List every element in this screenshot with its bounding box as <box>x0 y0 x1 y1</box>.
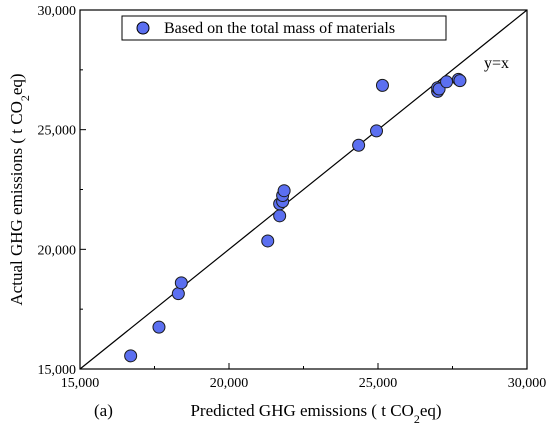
x-axis-title-end: eq) <box>420 401 442 420</box>
data-points <box>124 72 467 363</box>
data-point <box>171 287 185 301</box>
y-axis-title-main: Actual GHG emissions ( t CO <box>7 101 26 305</box>
data-point <box>440 75 454 89</box>
legend: Based on the total mass of materials <box>121 15 447 41</box>
y-tick-label: 30,000 <box>38 4 77 19</box>
x-axis-title: Predicted GHG emissions ( t CO2eq) <box>190 401 441 426</box>
y-tick-label: 20,000 <box>38 243 77 258</box>
legend-label: Based on the total mass of materials <box>164 20 395 37</box>
x-axis-title-subscript: 2 <box>414 412 420 426</box>
x-tick-label: 30,000 <box>508 376 547 391</box>
data-point <box>261 234 275 248</box>
panel-label: (a) <box>94 401 113 420</box>
y-tick-label: 15,000 <box>38 363 77 378</box>
data-point <box>124 349 138 363</box>
y-axis-ticks: 15,000 20,000 25,000 30,000 <box>38 4 86 378</box>
data-point <box>277 184 291 198</box>
x-axis-ticks: 15,000 20,000 25,000 30,000 <box>61 363 547 391</box>
legend-marker <box>136 21 150 35</box>
y-axis-title: Actual GHG emissions ( t CO2eq) <box>7 73 32 305</box>
y-axis-title-end: eq) <box>7 73 26 95</box>
data-point <box>453 74 467 88</box>
x-tick-label: 15,000 <box>61 376 100 391</box>
data-point <box>352 138 366 152</box>
legend-box <box>121 15 447 41</box>
x-axis-title-main: Predicted GHG emissions ( t CO <box>190 401 413 420</box>
data-point <box>174 276 188 290</box>
data-point <box>152 320 166 334</box>
data-point <box>375 78 389 92</box>
y-axis-title-subscript: 2 <box>18 95 32 101</box>
data-point <box>273 209 287 223</box>
reference-line-label: y=x <box>484 55 509 72</box>
reference-line <box>79 9 528 370</box>
y-tick-label: 25,000 <box>38 124 77 139</box>
plot-area: 15,000 20,000 25,000 30,000 15,000 20,000 25,… <box>38 4 547 391</box>
x-tick-label: 20,000 <box>210 376 249 391</box>
x-tick-label: 25,000 <box>359 376 398 391</box>
data-point <box>370 124 384 138</box>
